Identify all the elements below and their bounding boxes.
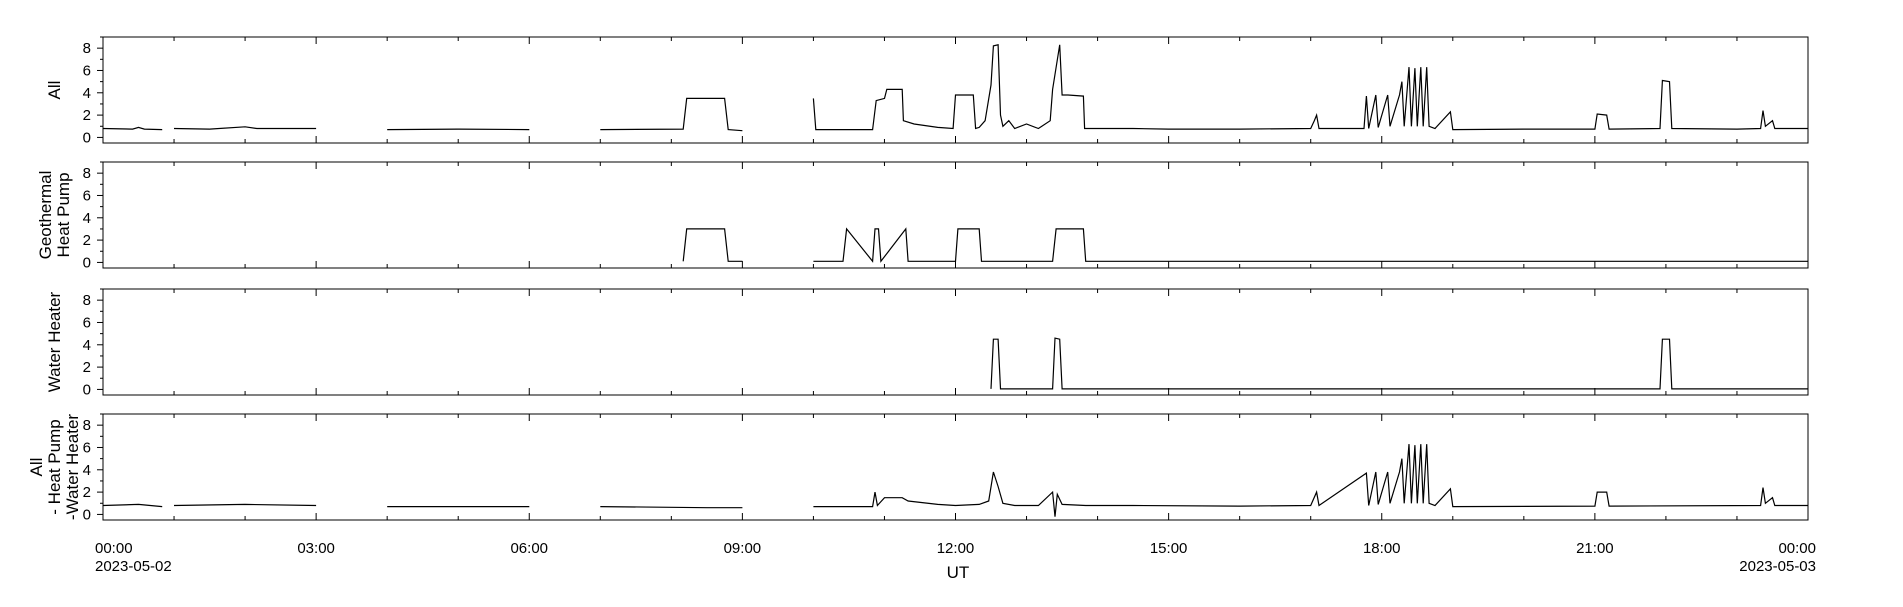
y-tick-label: 2 xyxy=(83,107,91,124)
y-tick-label: 0 xyxy=(83,506,91,523)
x-tick-date-label: 2023-05-02 xyxy=(95,558,172,575)
y-axis-label-line: All xyxy=(45,81,64,100)
y-axis-label-line: All xyxy=(27,458,46,477)
panel-frame xyxy=(102,161,1809,269)
x-tick-label: 18:00 xyxy=(1363,540,1401,557)
y-tick-label: 4 xyxy=(83,462,91,479)
x-tick-label: 06:00 xyxy=(510,540,548,557)
panel-1: 0 2 4 6 8 GeothermalHeat Pump xyxy=(36,161,1809,271)
x-tick-label: 21:00 xyxy=(1576,540,1614,557)
y-tick-label: 8 xyxy=(83,40,91,57)
x-tick-label: 00:00 xyxy=(1778,540,1816,557)
y-tick-label: 0 xyxy=(83,254,91,271)
panel-frame xyxy=(102,413,1809,521)
panel-2: 0 2 4 6 8 Water Heater xyxy=(45,288,1809,398)
y-tick-label: 4 xyxy=(83,210,91,227)
x-tick-date-label: 2023-05-03 xyxy=(1739,558,1816,575)
x-tick-label: 03:00 xyxy=(297,540,335,557)
y-tick-label: 4 xyxy=(83,85,91,102)
series-line xyxy=(682,227,1808,263)
y-tick-label: 4 xyxy=(83,337,91,354)
y-axis-label: All- Heat Pump-Water Heater xyxy=(27,414,82,520)
y-axis-label-line: -Water Heater xyxy=(63,414,82,520)
y-tick-label: 8 xyxy=(83,165,91,182)
y-axis-label: GeothermalHeat Pump xyxy=(36,171,73,260)
series-line xyxy=(990,337,1808,390)
y-axis-label-line: Water Heater xyxy=(45,291,64,392)
y-tick-label: 0 xyxy=(83,381,91,398)
x-tick-label: 00:00 xyxy=(95,540,133,557)
x-tick-label: 15:00 xyxy=(1150,540,1188,557)
y-tick-label: 6 xyxy=(83,187,91,204)
y-tick-label: 2 xyxy=(83,484,91,501)
y-axis-label: All xyxy=(45,81,64,100)
panel-frame xyxy=(102,36,1809,144)
y-tick-label: 6 xyxy=(83,439,91,456)
x-tick-label: 12:00 xyxy=(937,540,975,557)
y-tick-label: 6 xyxy=(83,314,91,331)
x-axis-label: UT xyxy=(947,563,970,582)
y-axis-label: Water Heater xyxy=(45,291,64,392)
y-tick-label: 2 xyxy=(83,359,91,376)
y-axis-label-line: Heat Pump xyxy=(54,172,73,257)
panel-0: 0 2 4 6 8 All xyxy=(45,36,1809,146)
series-line xyxy=(102,44,1808,132)
series-line xyxy=(102,444,1808,517)
y-tick-label: 8 xyxy=(83,417,91,434)
panels-group: 0 2 4 6 8 All 0 2 4 6 8 GeothermalHeat Pump 0 2 4 6 8 Wat… xyxy=(27,36,1809,523)
panel-frame xyxy=(102,288,1809,396)
y-tick-label: 6 xyxy=(83,62,91,79)
y-axis-label-line: - Heat Pump xyxy=(45,419,64,514)
x-tick-label: 09:00 xyxy=(724,540,762,557)
y-tick-label: 8 xyxy=(83,292,91,309)
y-tick-label: 2 xyxy=(83,232,91,249)
y-tick-label: 0 xyxy=(83,129,91,146)
y-axis-label-line: Geothermal xyxy=(36,171,55,260)
